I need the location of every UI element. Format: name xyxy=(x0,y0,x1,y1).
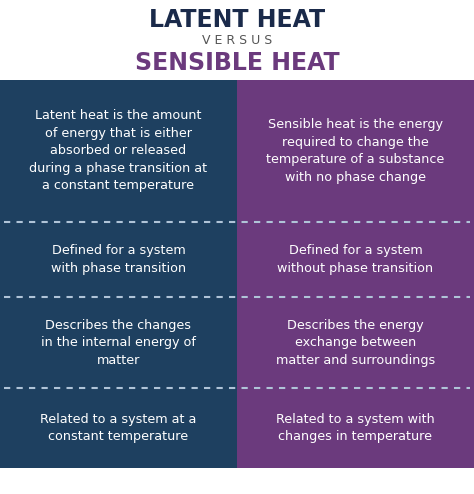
Text: Latent heat is the amount
of energy that is either
absorbed or released
during a: Latent heat is the amount of energy that… xyxy=(29,109,208,192)
Text: Defined for a system
without phase transition: Defined for a system without phase trans… xyxy=(277,244,434,275)
Text: LATENT HEAT: LATENT HEAT xyxy=(149,8,325,32)
Text: Defined for a system
with phase transition: Defined for a system with phase transiti… xyxy=(51,244,186,275)
Text: Related to a system at a
constant temperature: Related to a system at a constant temper… xyxy=(40,413,197,444)
Bar xyxy=(237,80,474,468)
Bar xyxy=(0,80,237,468)
Text: Sensible heat is the energy
required to change the
temperature of a substance
wi: Sensible heat is the energy required to … xyxy=(266,118,445,184)
Text: Describes the energy
exchange between
matter and surroundings: Describes the energy exchange between ma… xyxy=(276,319,435,367)
Text: SENSIBLE HEAT: SENSIBLE HEAT xyxy=(135,51,339,75)
Text: Visit www.pediaa.com: Visit www.pediaa.com xyxy=(358,475,466,485)
Text: Related to a system with
changes in temperature: Related to a system with changes in temp… xyxy=(276,413,435,444)
Text: V E R S U S: V E R S U S xyxy=(202,34,272,46)
Text: Describes the changes
in the internal energy of
matter: Describes the changes in the internal en… xyxy=(41,319,196,367)
